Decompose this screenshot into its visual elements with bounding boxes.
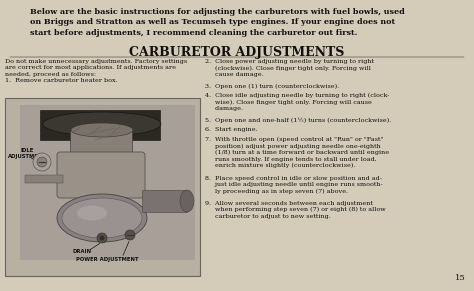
Text: 5.  Open one and one-half (1½) turns (counterclockwise).: 5. Open one and one-half (1½) turns (cou… xyxy=(205,118,391,123)
Text: CARBURETOR ADJUSTMENTS: CARBURETOR ADJUSTMENTS xyxy=(129,46,345,59)
Circle shape xyxy=(37,157,47,167)
Ellipse shape xyxy=(180,190,194,212)
Text: 4.  Close idle adjusting needle by turning to right (clock-
     wise). Close fi: 4. Close idle adjusting needle by turnin… xyxy=(205,93,389,111)
Text: POWER ADJUSTMENT: POWER ADJUSTMENT xyxy=(76,257,138,262)
Ellipse shape xyxy=(71,123,133,137)
Bar xyxy=(70,130,132,165)
Bar xyxy=(20,105,195,260)
Text: 3.  Open one (1) turn (counterclockwise).: 3. Open one (1) turn (counterclockwise). xyxy=(205,84,339,89)
Bar xyxy=(142,190,187,212)
Circle shape xyxy=(97,233,107,243)
Bar xyxy=(40,110,160,140)
Circle shape xyxy=(100,235,104,240)
Text: IDLE
ADJUSTMENT: IDLE ADJUSTMENT xyxy=(8,148,47,159)
Text: Do not make unnecessary adjustments. Factory settings
are correct for most appli: Do not make unnecessary adjustments. Fac… xyxy=(5,59,187,83)
Ellipse shape xyxy=(77,205,107,221)
Text: 7.  With throttle open (speed control at "Run" or "Fast"
     position) adjust p: 7. With throttle open (speed control at … xyxy=(205,136,389,168)
Circle shape xyxy=(125,230,135,240)
Text: 8.  Place speed control in idle or slow position and ad-
     just idle adjustin: 8. Place speed control in idle or slow p… xyxy=(205,176,383,194)
Text: 6.  Start engine.: 6. Start engine. xyxy=(205,127,258,132)
FancyBboxPatch shape xyxy=(57,152,145,198)
Text: Below are the basic instructions for adjusting the carburetors with fuel bowls, : Below are the basic instructions for adj… xyxy=(30,8,405,37)
Ellipse shape xyxy=(57,194,147,242)
Ellipse shape xyxy=(62,198,142,238)
Text: 15: 15 xyxy=(455,274,466,282)
Circle shape xyxy=(33,153,51,171)
Ellipse shape xyxy=(43,112,161,136)
Bar xyxy=(5,98,200,276)
Text: DRAIN: DRAIN xyxy=(73,249,91,254)
Text: 2.  Close power adjusting needle by turning to right
     (clockwise). Close fin: 2. Close power adjusting needle by turni… xyxy=(205,59,374,77)
Bar xyxy=(25,175,63,183)
Text: 9.  Allow several seconds between each adjustment
     when performing step seve: 9. Allow several seconds between each ad… xyxy=(205,200,386,219)
